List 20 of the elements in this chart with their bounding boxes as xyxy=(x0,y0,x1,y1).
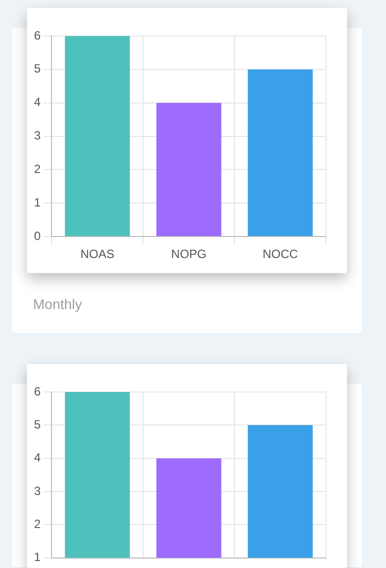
y-tick-label: 4 xyxy=(34,95,41,110)
x-tick-label: NOAS xyxy=(80,247,114,262)
text: Monthly xyxy=(33,296,82,312)
y-tick-label: 2 xyxy=(34,516,41,531)
y-tick-label: 1 xyxy=(34,550,41,564)
y-tick-label: 6 xyxy=(34,28,41,42)
y-tick-label: 3 xyxy=(34,128,41,143)
y-tick-label: 2 xyxy=(34,162,41,176)
y-tick-label: 0 xyxy=(34,228,41,243)
y-tick-label: 5 xyxy=(34,417,41,432)
y-tick-label: 1 xyxy=(34,195,41,210)
x-tick-label: NOPG xyxy=(171,247,207,262)
y-tick-label: 3 xyxy=(34,484,41,498)
bar xyxy=(64,36,130,236)
y-tick-label: 6 xyxy=(34,384,41,398)
x-tick-label: NOCC xyxy=(262,247,298,262)
bar xyxy=(248,69,313,236)
y-tick-label: 5 xyxy=(34,62,41,76)
y-tick-label: 4 xyxy=(34,450,41,465)
bar xyxy=(156,102,222,236)
